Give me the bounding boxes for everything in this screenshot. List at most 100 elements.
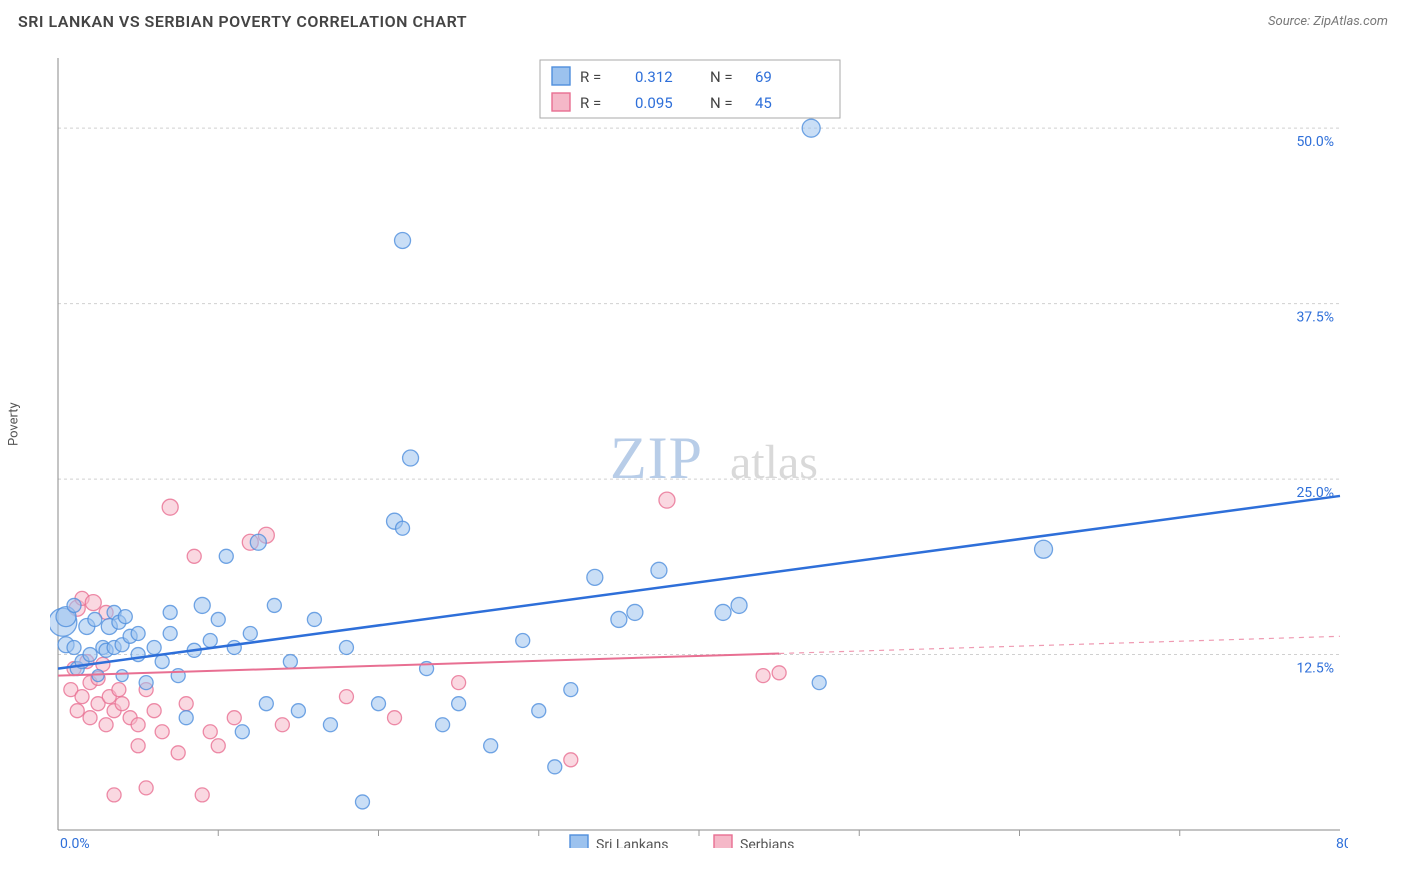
scatter-point — [651, 562, 667, 578]
scatter-point — [155, 655, 169, 669]
scatter-point — [772, 666, 786, 680]
scatter-point — [118, 610, 132, 624]
scatter-point — [163, 605, 177, 619]
scatter-point — [339, 690, 353, 704]
chart-title: SRI LANKAN VS SERBIAN POVERTY CORRELATIO… — [18, 12, 467, 31]
scatter-point — [67, 641, 81, 655]
legend-swatch — [552, 67, 570, 85]
scatter-point — [194, 597, 210, 613]
scatter-point — [195, 788, 209, 802]
scatter-point — [587, 569, 603, 585]
scatter-point — [484, 739, 498, 753]
chart-source: Source: ZipAtlas.com — [1268, 14, 1388, 29]
chart-header: SRI LANKAN VS SERBIAN POVERTY CORRELATIO… — [0, 0, 1406, 37]
scatter-point — [171, 669, 185, 683]
legend-n-value: 69 — [755, 68, 772, 86]
scatter-point — [83, 711, 97, 725]
scatter-point — [516, 634, 530, 648]
scatter-point — [92, 670, 104, 682]
scatter-point — [235, 725, 249, 739]
scatter-point — [802, 119, 820, 137]
scatter-point — [323, 718, 337, 732]
legend-swatch — [570, 835, 588, 848]
scatter-point — [107, 788, 121, 802]
scatter-point — [211, 739, 225, 753]
scatter-point — [179, 711, 193, 725]
legend-n-value: 45 — [755, 94, 772, 112]
legend-r-label: R = — [580, 68, 601, 86]
scatter-point — [139, 781, 153, 795]
legend-swatch — [714, 835, 732, 848]
scatter-point — [203, 634, 217, 648]
scatter-point — [532, 704, 546, 718]
scatter-point — [139, 676, 153, 690]
legend-n-label: N = — [710, 94, 733, 112]
x-min-label: 0.0% — [60, 836, 90, 848]
watermark: ZIP — [610, 425, 703, 491]
scatter-point — [112, 683, 126, 697]
y-tick-label: 50.0% — [1296, 134, 1334, 150]
scatter-point — [564, 683, 578, 697]
scatter-point — [83, 648, 97, 662]
trend-line — [58, 496, 1340, 669]
scatter-point — [659, 492, 675, 508]
scatter-point — [564, 753, 578, 767]
scatter-point — [88, 612, 102, 626]
scatter-point — [85, 595, 101, 611]
scatter-point — [131, 718, 145, 732]
scatter-point — [403, 450, 419, 466]
chart-plot-area: 12.5%25.0%37.5%50.0%0.0%80.0%ZIPatlasR =… — [50, 48, 1348, 848]
legend-label: Serbians — [740, 837, 794, 848]
scatter-point — [227, 711, 241, 725]
scatter-point — [756, 669, 770, 683]
scatter-point — [147, 641, 161, 655]
scatter-point — [627, 604, 643, 620]
scatter-point — [267, 598, 281, 612]
scatter-point — [275, 718, 289, 732]
scatter-point — [115, 697, 129, 711]
scatter-point — [452, 697, 466, 711]
scatter-point — [203, 725, 217, 739]
scatter-point — [812, 676, 826, 690]
scatter-point — [243, 626, 257, 640]
scatter-point — [162, 499, 178, 515]
scatter-point — [452, 676, 466, 690]
x-max-label: 80.0% — [1336, 836, 1348, 848]
y-tick-label: 12.5% — [1296, 661, 1334, 677]
scatter-point — [355, 795, 369, 809]
watermark: atlas — [730, 436, 818, 489]
scatter-point — [67, 598, 81, 612]
legend-r-label: R = — [580, 94, 601, 112]
legend-r-value: 0.312 — [635, 68, 673, 86]
scatter-point — [227, 641, 241, 655]
scatter-point — [611, 611, 627, 627]
scatter-point — [163, 626, 177, 640]
chart-svg: 12.5%25.0%37.5%50.0%0.0%80.0%ZIPatlasR =… — [50, 48, 1348, 848]
legend-n-label: N = — [710, 68, 733, 86]
scatter-point — [548, 760, 562, 774]
scatter-point — [211, 612, 225, 626]
scatter-point — [131, 739, 145, 753]
scatter-point — [291, 704, 305, 718]
y-axis-label: Poverty — [7, 402, 22, 446]
scatter-point — [307, 612, 321, 626]
scatter-point — [715, 604, 731, 620]
scatter-point — [1035, 540, 1053, 558]
scatter-point — [147, 704, 161, 718]
scatter-point — [171, 746, 185, 760]
scatter-point — [187, 549, 201, 563]
scatter-point — [731, 597, 747, 613]
scatter-point — [70, 704, 84, 718]
scatter-point — [339, 641, 353, 655]
scatter-point — [250, 534, 266, 550]
scatter-point — [155, 725, 169, 739]
legend-r-value: 0.095 — [635, 94, 673, 112]
scatter-point — [116, 670, 128, 682]
scatter-point — [75, 690, 89, 704]
legend-label: Sri Lankans — [596, 837, 669, 848]
trend-line-extrap — [779, 636, 1340, 653]
scatter-point — [219, 549, 233, 563]
scatter-point — [396, 521, 410, 535]
y-tick-label: 37.5% — [1296, 310, 1334, 326]
scatter-point — [259, 697, 273, 711]
